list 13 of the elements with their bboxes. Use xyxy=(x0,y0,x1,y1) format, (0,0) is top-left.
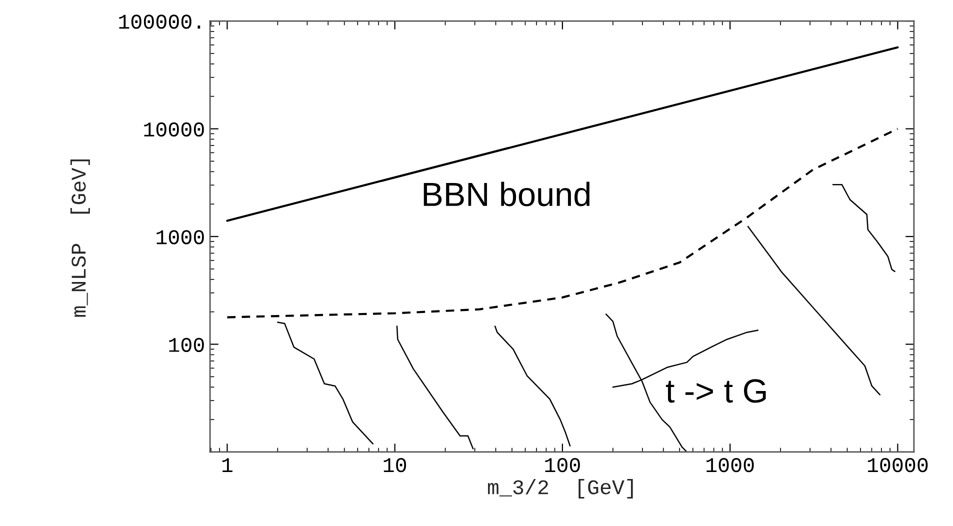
x-tick-label: 100 xyxy=(545,458,580,472)
annotation: BBN bound xyxy=(424,182,590,206)
annotation: t -> t G xyxy=(666,379,766,403)
x-tick-label: 1 xyxy=(222,458,232,472)
y-tick-label: 10000 xyxy=(144,122,204,137)
y-axis-title: m_NLSP [GeV] xyxy=(70,159,90,317)
y-tick-label: 100 xyxy=(169,338,204,352)
y-tick-label: 1000 xyxy=(156,230,204,244)
x-tick-label: 1000 xyxy=(706,458,754,472)
x-tick-label: 10 xyxy=(384,458,406,472)
y-tick-label: 100000. xyxy=(119,14,200,29)
x-tick-label: 10000 xyxy=(868,458,928,472)
x-axis-title: m_3/2 [GeV] xyxy=(488,479,633,498)
